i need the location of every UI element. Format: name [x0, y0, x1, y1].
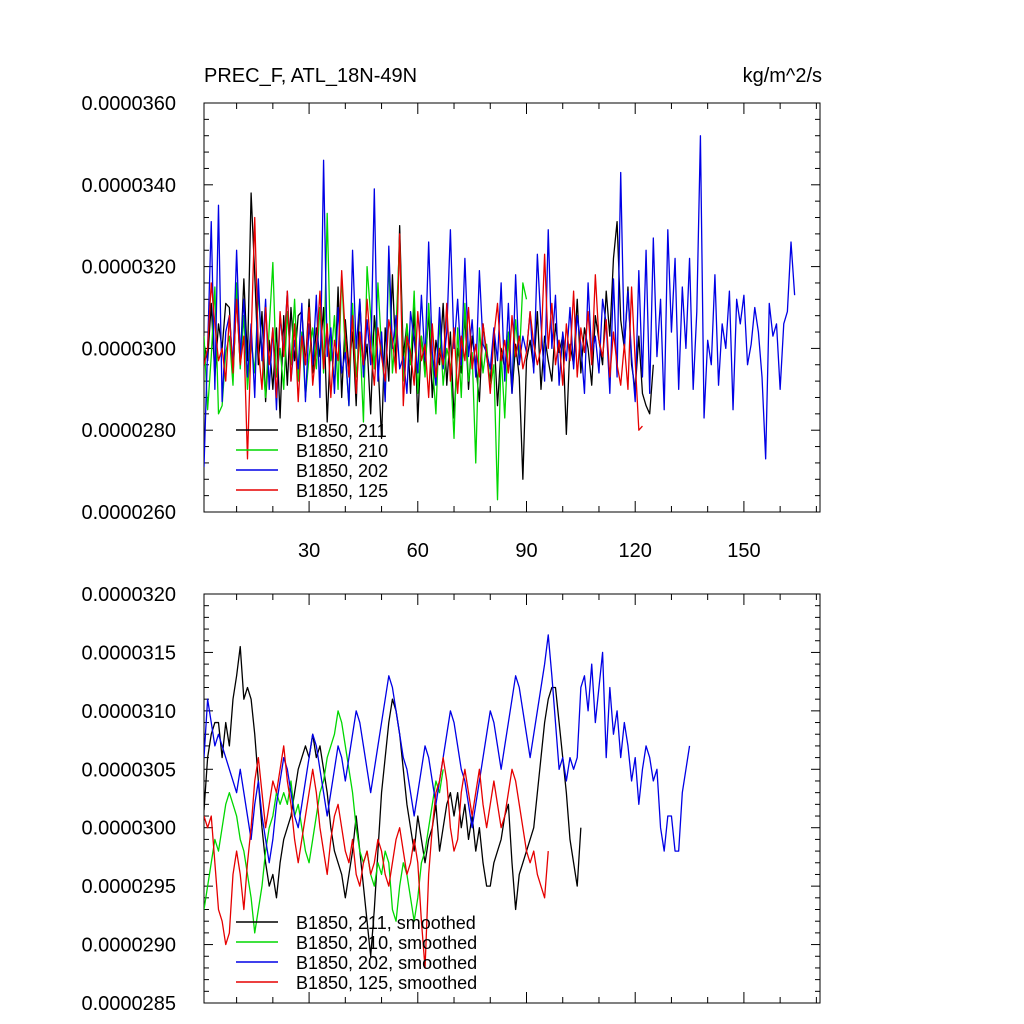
- series-group: [204, 135, 796, 501]
- bottom-smoothed-line-chart: 0.0000285 0.0000290 0.0000295 0.0000300 0.00…: [81, 584, 821, 1015]
- top-chart-units: kg/m^2/s: [743, 65, 822, 87]
- legend-label: B1850, 210: [296, 441, 388, 461]
- legend-label: B1850, 211: [296, 421, 387, 441]
- y-tick-label: 0.0000295: [81, 876, 176, 898]
- plot-frame: [203, 593, 821, 1004]
- x-tick-label: 60: [407, 540, 429, 562]
- y-tick-label: 0.0000340: [81, 175, 176, 197]
- legend-label: B1850, 125, smoothed: [296, 973, 477, 993]
- top-chart-title: PREC_F, ATL_18N-49N: [204, 65, 417, 87]
- y-tick-label: 0.0000300: [81, 818, 176, 840]
- legend-label: B1850, 125: [296, 481, 388, 501]
- y-tick-label: 0.0000310: [81, 701, 176, 723]
- series-group: [204, 634, 691, 969]
- x-tick-label: 30: [298, 540, 320, 562]
- y-tick-label: 0.0000360: [81, 93, 176, 115]
- y-tick-label: 0.0000315: [81, 642, 176, 664]
- y-tick-label: 0.0000320: [81, 584, 176, 606]
- series-line-b1850-125: [204, 216, 643, 460]
- series-line-b1850-125-smoothed: [204, 745, 549, 969]
- legend-label: B1850, 210, smoothed: [296, 933, 477, 953]
- plot-frame: [203, 102, 821, 513]
- x-tick-label: 120: [619, 540, 652, 562]
- x-tick-label: 90: [515, 540, 537, 562]
- y-tick-label: 0.0000305: [81, 759, 176, 781]
- top-line-chart: 0.0000260 0.0000280 0.0000300 0.0000320 0.00…: [81, 93, 821, 562]
- y-tick-label: 0.0000260: [81, 502, 176, 524]
- series-line-b1850-210-smoothed: [204, 710, 444, 934]
- y-tick-label: 0.0000300: [81, 338, 176, 360]
- legend-label: B1850, 211, smoothed: [296, 913, 476, 933]
- y-tick-label: 0.0000280: [81, 420, 176, 442]
- x-tick-label: 150: [727, 540, 760, 562]
- legend-label: B1850, 202: [296, 461, 388, 481]
- y-tick-label: 0.0000285: [81, 993, 176, 1015]
- legend-label: B1850, 202, smoothed: [296, 953, 477, 973]
- y-tick-label: 0.0000290: [81, 935, 176, 957]
- y-tick-label: 0.0000320: [81, 257, 176, 279]
- series-line-b1850-211-smoothed: [204, 645, 582, 957]
